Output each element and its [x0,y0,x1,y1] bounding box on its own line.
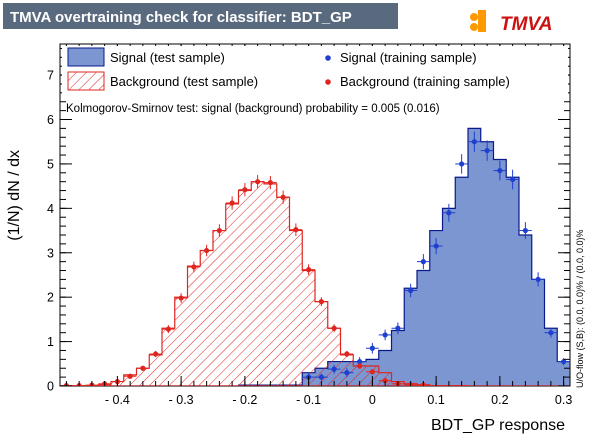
ks-test-text: Kolmogorov-Smirnov test: signal (backgro… [66,103,440,115]
logo-text: TMVA [500,14,552,35]
points-layer [60,131,570,386]
series-3-point-14 [242,187,248,193]
legend-background [62,46,568,96]
y-tick-label: 0 [47,380,54,394]
y-tick-label: 2 [47,291,54,305]
x-tick-label: - 0.2 [232,393,257,407]
series-2-point-37 [535,276,541,283]
series-3-point-6 [140,365,146,371]
series-2-point-36 [522,227,528,234]
series-3-point-23 [357,363,363,369]
series-2-point-33 [484,147,490,154]
series-3-point-22 [344,351,350,357]
legend-signal-test-label: Signal (test sample) [110,50,225,65]
series-2-point-26 [395,325,401,331]
legend: Signal (test sample) Background (test sa… [62,46,568,96]
series-3-point-12 [216,227,222,234]
y-tick-label: 3 [47,246,54,260]
series-2-point-24 [369,345,375,351]
x-tick-label: 0.1 [427,393,444,407]
series-2-point-31 [459,161,465,167]
y-tick-label: 4 [47,202,54,216]
legend-background-train-label: Background (training sample) [340,74,510,89]
x-tick-label: - 0.1 [296,393,321,407]
x-tick-label: - 0.4 [105,393,130,407]
series-1-histogram [60,181,570,386]
series-2-point-28 [420,259,426,265]
series-3-point-20 [318,299,324,305]
series-2-point-34 [497,167,503,174]
series-2-point-21 [331,366,337,372]
series-3-point-5 [127,373,133,379]
x-tick-label: 0.2 [491,393,508,407]
x-axis-title: BDT_GP response [431,417,565,434]
overflow-info: U/O-flow (S,B): (0.0, 0.0)% / (0.0, 0.0)… [575,229,585,388]
logo-bar [478,10,486,32]
series-2-point-20 [318,374,324,380]
histogram-layer [60,127,570,386]
legend-signal-train-marker [325,55,331,61]
legend-signal-train-label: Signal (training sample) [340,50,477,65]
y-tick-label: 1 [47,335,54,349]
series-3-point-9 [178,295,184,301]
series-3-point-10 [191,264,197,270]
legend-signal-test-swatch [67,47,105,67]
series-3-point-15 [255,179,261,185]
series-3-point-8 [165,326,171,332]
series-3-point-19 [306,267,312,273]
series-2-point-27 [408,287,414,294]
title-banner [3,3,398,29]
series-0-histogram [60,127,570,386]
series-2-point-32 [471,139,477,145]
legend-background-test-label: Background (test sample) [110,74,258,89]
series-3-point-16 [267,179,273,186]
series-3-point-7 [153,351,159,357]
series-2-point-30 [446,210,452,216]
series-3-point-13 [229,200,235,206]
y-tick-label: 7 [47,69,54,83]
y-tick-label: 6 [47,113,54,127]
y-axis-title: (1/N) dN / dx [6,150,23,241]
chart-title: TMVA overtraining check for classifier: … [10,9,352,26]
series-2-point-39 [561,358,567,365]
logo-dot [470,13,478,21]
series-2-point-25 [382,332,388,338]
x-tick-label: 0.3 [555,393,572,407]
series-3-point-11 [204,247,210,254]
series-3-point-24 [369,369,375,375]
legend-background-train-marker [325,79,331,85]
series-3-point-17 [280,194,286,200]
series-2-point-38 [548,330,554,336]
logo-dot [470,23,478,31]
series-3-point-25 [382,378,388,384]
series-2-point-23 [357,358,363,365]
y-tick-label: 5 [47,157,54,171]
tmva-logo: TMVA [470,10,552,35]
series-2-point-35 [510,176,516,183]
x-tick-label: 0 [369,393,376,407]
series-2-point-29 [433,243,439,249]
series-2-point-22 [344,370,350,376]
series-3-point-21 [331,325,337,331]
legend-background-test-swatch [67,71,105,91]
x-tick-label: - 0.3 [169,393,194,407]
series-3-point-18 [293,227,299,233]
